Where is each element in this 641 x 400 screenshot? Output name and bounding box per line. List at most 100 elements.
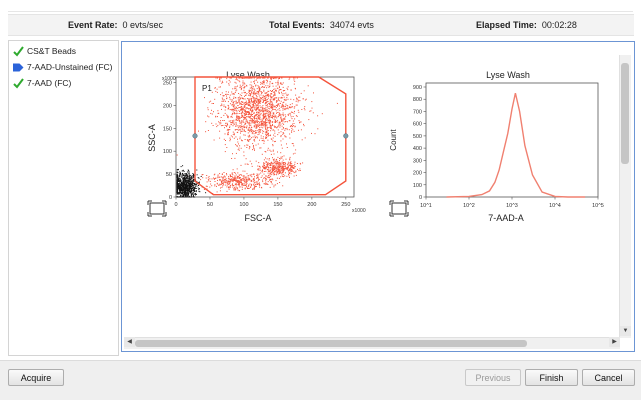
dot-event-population-1 (238, 80, 240, 82)
scroll-left-button[interactable]: ◀ (124, 337, 135, 347)
dot-event-population-1 (220, 77, 222, 79)
tube-label: 7-AAD-Unstained (FC) (27, 62, 113, 72)
dot-event-population-1 (286, 107, 288, 109)
previous-button[interactable]: Previous (465, 369, 521, 386)
dot-event-population-2 (285, 163, 287, 165)
dot-event-population-1 (214, 98, 216, 100)
dot-event-population-1 (278, 78, 279, 80)
horizontal-scrollbar[interactable] (124, 337, 620, 349)
dot-event-population-1 (243, 116, 245, 118)
dot-event-population-1 (247, 111, 249, 112)
dot-event-population-3 (220, 176, 222, 178)
dot-event-population-1 (263, 110, 265, 112)
zoom-box-icon[interactable] (147, 200, 167, 217)
dot-event-population-1 (238, 118, 240, 120)
dot-event-population-3 (246, 185, 248, 187)
dot-event-population-4 (196, 183, 198, 185)
dot-event-population-4 (183, 189, 184, 191)
dot-event-population-1 (252, 121, 254, 123)
zoom-box-icon[interactable] (389, 200, 409, 217)
gate-handle-right[interactable] (343, 133, 349, 139)
dot-event-population-2 (273, 160, 275, 161)
dot-event-population-3 (226, 181, 228, 183)
dot-event-population-2 (271, 171, 272, 173)
dot-event-population-1 (219, 80, 221, 82)
dot-event-population-3 (226, 182, 228, 184)
dot-event-population-2 (279, 160, 280, 162)
dot-event-population-4 (195, 186, 197, 188)
dot-event-population-1 (237, 85, 238, 87)
vertical-scrollbar[interactable] (619, 55, 631, 338)
dot-event-population-1 (240, 116, 242, 118)
dot-event-population-1 (246, 125, 248, 127)
dot-event-population-1 (272, 144, 274, 146)
dot-event-population-1 (273, 98, 275, 100)
dot-event-population-1 (255, 107, 257, 109)
dot-event-population-3 (258, 178, 260, 180)
tube-item-7aad[interactable]: 7-AAD (FC) (13, 77, 71, 89)
dot-event-population-1 (290, 89, 292, 91)
dot-event-population-1 (258, 129, 260, 130)
dot-event-population-2 (291, 170, 293, 172)
gate-p1-polygon[interactable] (194, 76, 347, 196)
scroll-right-button[interactable]: ▶ (609, 337, 620, 347)
dot-event-population-1 (255, 132, 257, 134)
dot-event-population-4 (178, 183, 180, 185)
dot-event-population-1 (255, 99, 257, 101)
dot-event-population-3 (252, 178, 254, 180)
acquire-button[interactable]: Acquire (8, 369, 64, 386)
dot-event-population-1 (202, 174, 204, 175)
dot-event-population-1 (279, 113, 281, 114)
dot-event-population-4 (185, 187, 187, 189)
dot-event-population-4 (183, 185, 184, 187)
dot-event-population-1 (272, 150, 274, 152)
scroll-down-button[interactable]: ▼ (620, 326, 631, 336)
dot-event-population-1 (227, 94, 229, 95)
dot-event-population-2 (280, 166, 282, 168)
tube-item-cst-beads[interactable]: CS&T Beads (13, 45, 76, 57)
dot-event-population-1 (208, 101, 210, 103)
dot-event-population-4 (180, 190, 182, 192)
dot-event-population-2 (302, 162, 304, 164)
finish-button[interactable]: Finish (525, 369, 578, 386)
gate-handle-left[interactable] (192, 133, 198, 139)
dot-event-population-1 (309, 110, 311, 112)
dot-event-population-1 (251, 107, 253, 109)
dot-event-population-1 (265, 133, 267, 135)
dot-event-population-2 (280, 156, 282, 158)
dot-event-population-1 (240, 147, 242, 149)
dot-event-population-1 (238, 149, 240, 151)
dot-event-population-3 (229, 181, 231, 183)
dot-event-population-1 (250, 129, 252, 131)
dot-event-population-2 (273, 161, 275, 163)
dot-event-population-1 (256, 88, 258, 90)
dot-event-population-1 (219, 78, 221, 80)
dot-event-population-2 (283, 170, 285, 172)
dot-event-population-1 (288, 78, 290, 80)
dot-event-population-1 (240, 86, 242, 88)
dot-event-population-1 (257, 115, 259, 116)
dot-event-population-1 (265, 120, 266, 122)
dot-event-population-1 (235, 121, 237, 123)
dot-event-population-4 (193, 175, 195, 177)
dot-event-population-4 (187, 196, 189, 198)
horizontal-scroll-thumb[interactable] (135, 340, 527, 347)
dot-event-population-1 (270, 126, 272, 128)
dot-event-population-2 (281, 174, 283, 176)
dot-event-population-4 (198, 188, 200, 190)
cancel-button[interactable]: Cancel (582, 369, 635, 386)
dot-event-population-1 (295, 149, 297, 151)
dot-event-population-4 (189, 187, 191, 189)
dot-event-population-1 (280, 83, 282, 85)
dot-event-population-2 (282, 170, 284, 172)
tube-item-7aad-unstained[interactable]: 7-AAD-Unstained (FC) (13, 61, 113, 73)
dot-event-population-2 (262, 165, 264, 167)
vertical-scroll-thumb[interactable] (621, 63, 629, 164)
dot-event-population-1 (245, 112, 247, 114)
dot-event-population-4 (190, 194, 192, 196)
dot-event-population-1 (253, 94, 255, 95)
dot-event-population-1 (253, 139, 255, 141)
dot-event-population-1 (321, 113, 323, 115)
